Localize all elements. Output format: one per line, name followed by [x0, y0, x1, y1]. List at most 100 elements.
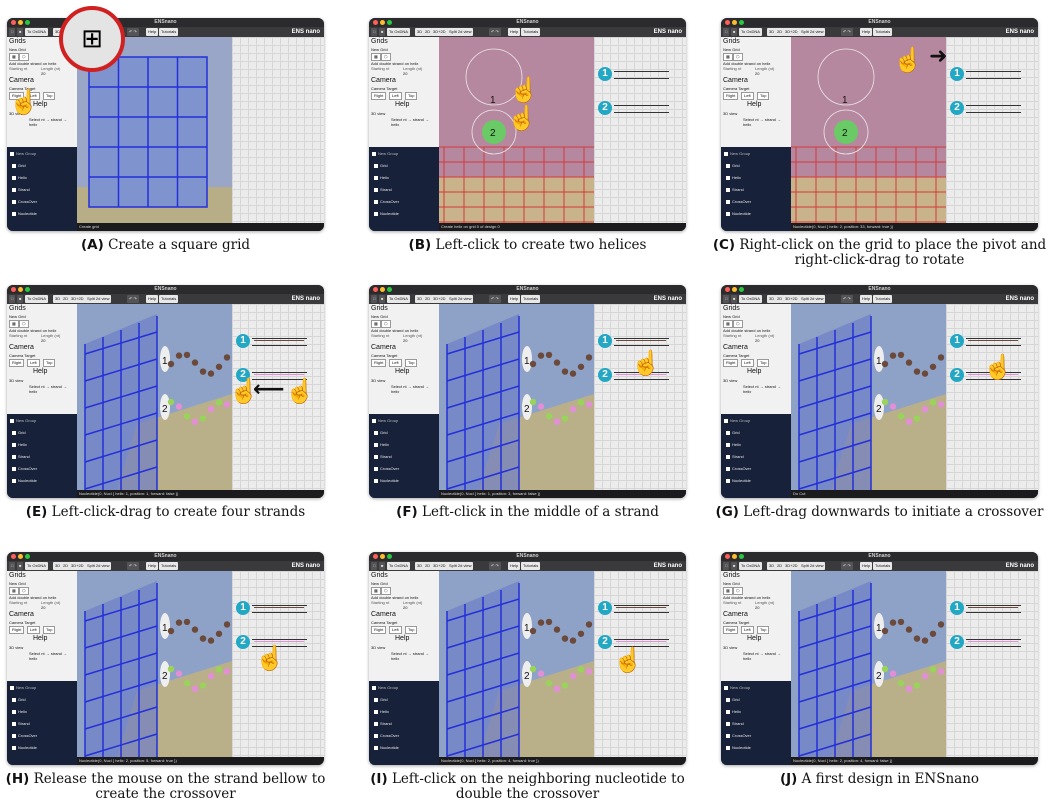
tree-item-crossover[interactable]: CrossOver — [726, 466, 751, 471]
strand-line[interactable] — [616, 641, 666, 642]
helix-1-track[interactable] — [252, 605, 307, 613]
folder-icon[interactable]: □ — [9, 295, 16, 303]
helix-2-badge[interactable]: 2 — [236, 635, 250, 649]
folder-icon[interactable]: □ — [723, 295, 730, 303]
honeycomb-grid-button[interactable]: ⬡ — [19, 53, 29, 61]
save-icon[interactable]: ■ — [17, 28, 24, 36]
toolbar-button-2d[interactable]: 2D — [61, 295, 71, 303]
minimize-window-button[interactable] — [380, 287, 385, 292]
toolbar-button-help[interactable]: Help — [508, 28, 521, 36]
toolbar-button-help[interactable]: Help — [508, 295, 521, 303]
3d-scene[interactable] — [77, 37, 232, 223]
tree-item-grid[interactable]: Grid — [726, 697, 740, 702]
strand-line[interactable] — [616, 374, 666, 375]
strand-line[interactable] — [616, 607, 666, 608]
honeycomb-grid-button[interactable]: ⬡ — [381, 53, 391, 61]
tree-item-crossover[interactable]: CrossOver — [374, 733, 399, 738]
square-grid-button[interactable]: ▦ — [723, 53, 733, 61]
tree-item-helix[interactable]: Helix — [726, 175, 741, 180]
toolbar-button-3d-2d[interactable]: 3D+2D — [783, 562, 800, 570]
folder-icon[interactable]: □ — [371, 28, 378, 36]
tree-item-helix[interactable]: Helix — [374, 442, 389, 447]
maximize-window-button[interactable] — [387, 287, 392, 292]
square-grid-button[interactable]: ▦ — [9, 53, 19, 61]
camera-right-button[interactable]: Right — [371, 92, 387, 100]
minimize-window-button[interactable] — [18, 554, 23, 559]
tree-item-grid[interactable]: Grid — [12, 697, 26, 702]
tree-item-grid[interactable]: Grid — [374, 163, 388, 168]
tree-item-grid[interactable]: Grid — [726, 163, 740, 168]
maximize-window-button[interactable] — [387, 20, 392, 25]
length-input[interactable]: 20 — [755, 338, 760, 343]
toolbar-button-3d[interactable]: 3D — [767, 562, 777, 570]
camera-left-button[interactable]: Left — [741, 359, 754, 367]
minimize-window-button[interactable] — [380, 554, 385, 559]
length-input[interactable]: 20 — [41, 71, 46, 76]
toolbar-button-tutorials[interactable]: Tutorials — [873, 562, 893, 570]
camera-right-button[interactable]: Right — [9, 92, 25, 100]
tree-item-nucleotide[interactable]: Nucleotide — [726, 745, 751, 750]
strand-line[interactable] — [254, 641, 304, 642]
toolbar-button-split-2d-view[interactable]: Split 2d view — [85, 295, 112, 303]
save-icon[interactable]: ■ — [379, 562, 386, 570]
length-input[interactable]: 20 — [403, 338, 408, 343]
helix-2-badge[interactable]: 2 — [598, 101, 612, 115]
folder-icon[interactable]: □ — [723, 28, 730, 36]
camera-top-button[interactable]: Top — [405, 92, 418, 100]
tree-item-nucleotide[interactable]: Nucleotide — [12, 478, 37, 483]
new-group-button[interactable]: New Group — [372, 418, 398, 423]
3d-view[interactable] — [77, 37, 232, 223]
tree-item-crossover[interactable]: CrossOver — [12, 199, 37, 204]
toolbar-button-3d[interactable]: 3D — [767, 295, 777, 303]
strand-line[interactable] — [254, 340, 304, 341]
helix-1-track[interactable] — [614, 338, 669, 346]
length-input[interactable]: 20 — [403, 71, 408, 76]
strand-line[interactable] — [254, 374, 304, 375]
toolbar-button-help[interactable]: Help — [146, 562, 159, 570]
helix-1-badge[interactable]: 1 — [950, 67, 964, 81]
minimize-window-button[interactable] — [732, 20, 737, 25]
helix-1-badge[interactable]: 1 — [598, 67, 612, 81]
camera-right-button[interactable]: Right — [9, 359, 25, 367]
3d-scene[interactable]: 12 — [791, 304, 946, 490]
honeycomb-grid-button[interactable]: ⬡ — [19, 587, 29, 595]
length-input[interactable]: 20 — [755, 605, 760, 610]
toolbar-button-3d[interactable]: 3D — [53, 295, 63, 303]
helix-2-track[interactable] — [252, 639, 307, 647]
helix-1-track[interactable] — [614, 605, 669, 613]
length-input[interactable]: 20 — [41, 338, 46, 343]
close-window-button[interactable] — [11, 554, 16, 559]
undo-redo-icon[interactable]: ↶ ↷ — [841, 562, 853, 570]
tree-item-helix[interactable]: Helix — [12, 709, 27, 714]
helix-1-badge[interactable]: 1 — [950, 601, 964, 615]
close-window-button[interactable] — [373, 20, 378, 25]
maximize-window-button[interactable] — [25, 554, 30, 559]
camera-left-button[interactable]: Left — [389, 626, 402, 634]
honeycomb-grid-button[interactable]: ⬡ — [19, 320, 29, 328]
strand-line[interactable] — [254, 607, 304, 608]
toolbar-button-3d-2d[interactable]: 3D+2D — [431, 295, 448, 303]
undo-redo-icon[interactable]: ↶ ↷ — [127, 28, 139, 36]
toolbar-button-2d[interactable]: 2D — [775, 28, 785, 36]
camera-left-button[interactable]: Left — [741, 92, 754, 100]
square-grid-button[interactable]: ▦ — [723, 320, 733, 328]
camera-right-button[interactable]: Right — [9, 626, 25, 634]
helix-2-track[interactable] — [966, 105, 1021, 113]
camera-left-button[interactable]: Left — [27, 626, 40, 634]
square-grid-button[interactable]: ▦ — [371, 320, 381, 328]
toolbar-button-3d-2d[interactable]: 3D+2D — [69, 295, 86, 303]
helix-1-track[interactable] — [966, 605, 1021, 613]
tree-item-crossover[interactable]: CrossOver — [12, 733, 37, 738]
length-input[interactable]: 20 — [755, 71, 760, 76]
camera-right-button[interactable]: Right — [723, 92, 739, 100]
toolbar-button-2d[interactable]: 2D — [775, 295, 785, 303]
tree-item-crossover[interactable]: CrossOver — [374, 466, 399, 471]
helix-2-badge[interactable]: 2 — [598, 368, 612, 382]
toolbar-button-2d[interactable]: 2D — [423, 295, 433, 303]
3d-scene[interactable]: 12 — [791, 37, 946, 223]
